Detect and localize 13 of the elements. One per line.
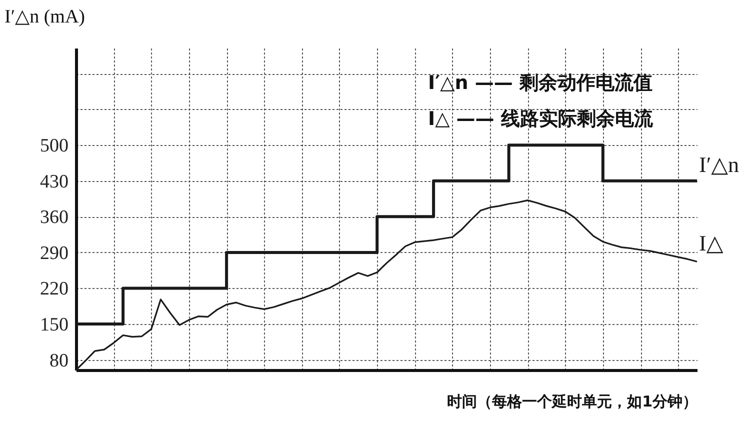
- annotation: I△ —— 线路实际剩余电流: [428, 108, 654, 130]
- y-tick-label: 80: [50, 350, 68, 372]
- y-tick-label: 430: [40, 171, 68, 192]
- x-axis-title: 时间（每格一个延时单元，如1分钟）: [447, 392, 698, 410]
- y-axis-title: I′△n (mA): [4, 6, 85, 28]
- y-tick-label: 360: [40, 207, 68, 228]
- y-tick-label: 150: [40, 314, 68, 336]
- y-tick-label: 220: [40, 278, 68, 300]
- y-tick-label: 290: [40, 242, 68, 264]
- series-label: I△: [699, 230, 724, 256]
- annotation: I′△n —— 剩余动作电流值: [428, 72, 652, 94]
- series-label: I′△n: [699, 152, 740, 177]
- y-tick-label: 500: [40, 136, 68, 157]
